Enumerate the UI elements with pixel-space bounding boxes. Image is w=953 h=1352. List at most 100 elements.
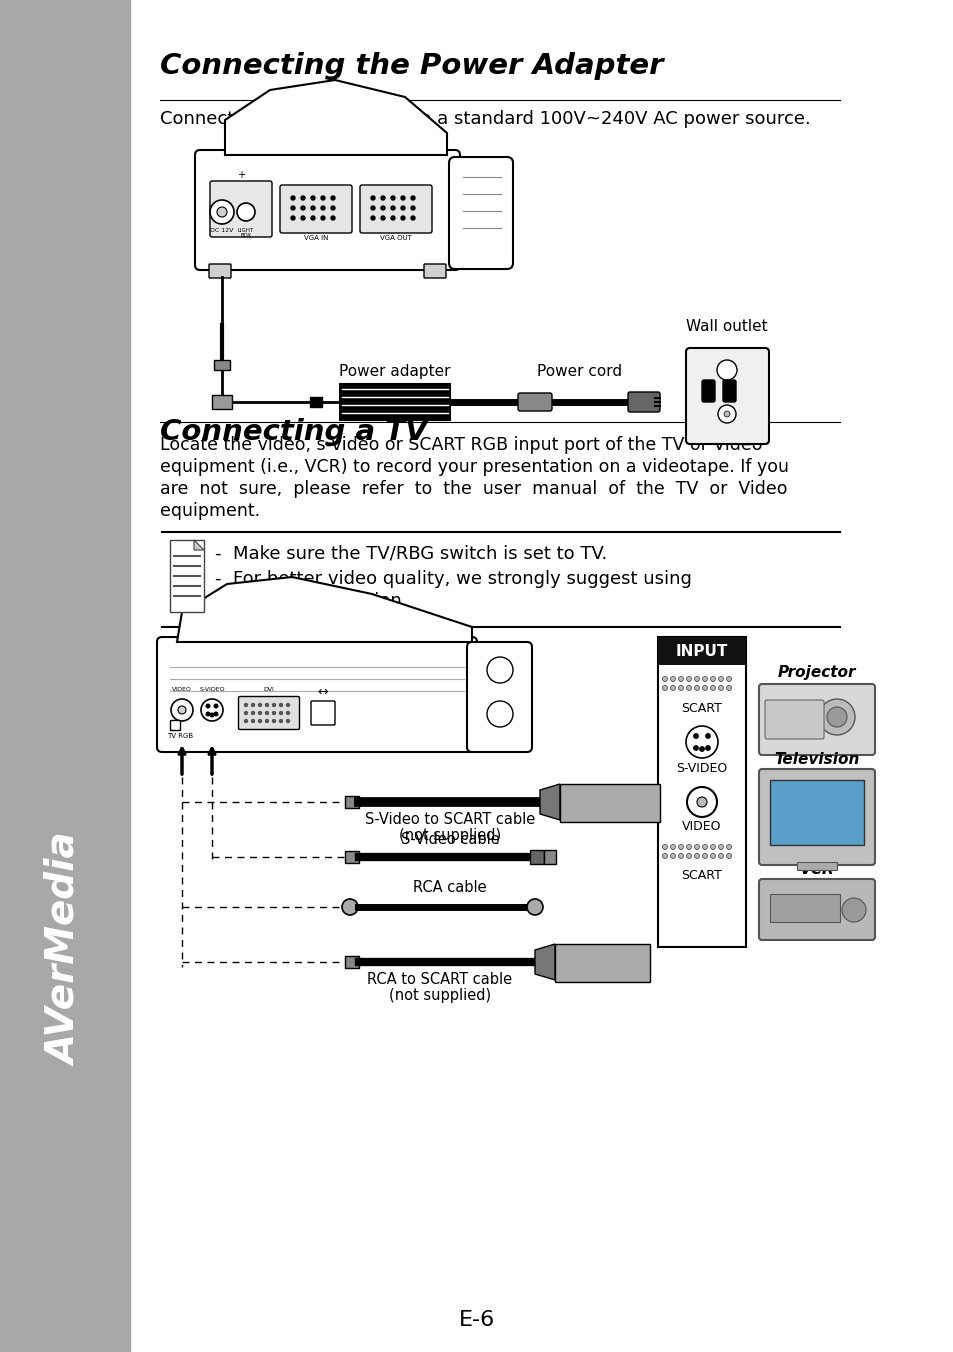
Text: Power cord: Power cord xyxy=(537,364,622,379)
Text: -  Make sure the TV/RBG switch is set to TV.: - Make sure the TV/RBG switch is set to … xyxy=(214,544,607,562)
Circle shape xyxy=(301,216,305,220)
Circle shape xyxy=(701,845,707,849)
Circle shape xyxy=(726,853,731,859)
Circle shape xyxy=(252,703,254,707)
Circle shape xyxy=(371,196,375,200)
Circle shape xyxy=(258,703,261,707)
Text: Wall outlet: Wall outlet xyxy=(685,319,767,334)
Bar xyxy=(543,850,556,864)
FancyBboxPatch shape xyxy=(157,637,476,752)
Circle shape xyxy=(244,719,247,722)
Bar xyxy=(170,539,204,612)
FancyBboxPatch shape xyxy=(194,150,459,270)
Circle shape xyxy=(526,899,542,915)
Circle shape xyxy=(701,685,707,691)
FancyBboxPatch shape xyxy=(423,264,446,279)
Circle shape xyxy=(678,685,682,691)
Circle shape xyxy=(380,196,385,200)
Circle shape xyxy=(717,360,737,380)
Text: equipment.: equipment. xyxy=(160,502,260,521)
FancyBboxPatch shape xyxy=(517,393,552,411)
Circle shape xyxy=(718,406,735,423)
Circle shape xyxy=(291,206,294,210)
Circle shape xyxy=(210,714,213,717)
Circle shape xyxy=(661,853,667,859)
Circle shape xyxy=(286,703,289,707)
Circle shape xyxy=(678,853,682,859)
Circle shape xyxy=(265,711,268,714)
Circle shape xyxy=(258,719,261,722)
Circle shape xyxy=(678,676,682,681)
Circle shape xyxy=(331,196,335,200)
Circle shape xyxy=(661,676,667,681)
Text: are  not  sure,  please  refer  to  the  user  manual  of  the  TV  or  Video: are not sure, please refer to the user m… xyxy=(160,480,786,498)
Text: VGA IN: VGA IN xyxy=(303,235,328,241)
Circle shape xyxy=(380,206,385,210)
Text: equipment (i.e., VCR) to record your presentation on a videotape. If you: equipment (i.e., VCR) to record your pre… xyxy=(160,458,788,476)
Circle shape xyxy=(411,196,415,200)
Text: S-Video to SCART cable: S-Video to SCART cable xyxy=(364,813,535,827)
Text: VCR: VCR xyxy=(799,863,834,877)
Circle shape xyxy=(279,711,282,714)
Circle shape xyxy=(400,216,405,220)
Circle shape xyxy=(320,206,325,210)
Circle shape xyxy=(286,711,289,714)
Bar xyxy=(530,850,543,864)
Text: S-VIDEO: S-VIDEO xyxy=(676,763,727,775)
Bar xyxy=(212,395,232,410)
Circle shape xyxy=(265,703,268,707)
Circle shape xyxy=(726,845,731,849)
Circle shape xyxy=(701,676,707,681)
Circle shape xyxy=(678,845,682,849)
Circle shape xyxy=(693,734,698,738)
Circle shape xyxy=(171,699,193,721)
Circle shape xyxy=(670,685,675,691)
Circle shape xyxy=(726,685,731,691)
Text: VIDEO: VIDEO xyxy=(681,821,721,833)
Circle shape xyxy=(670,845,675,849)
Circle shape xyxy=(311,216,314,220)
Circle shape xyxy=(697,796,706,807)
Circle shape xyxy=(371,216,375,220)
Circle shape xyxy=(710,845,715,849)
Bar xyxy=(345,796,358,808)
Circle shape xyxy=(670,676,675,681)
Circle shape xyxy=(216,207,227,218)
Polygon shape xyxy=(177,577,472,642)
Circle shape xyxy=(391,206,395,210)
Bar xyxy=(555,944,649,982)
Polygon shape xyxy=(193,539,204,550)
Text: (not supplied): (not supplied) xyxy=(398,827,500,844)
Circle shape xyxy=(258,711,261,714)
FancyBboxPatch shape xyxy=(685,347,768,443)
Circle shape xyxy=(279,703,282,707)
Circle shape xyxy=(244,703,247,707)
Bar xyxy=(769,894,840,922)
Text: s-video connection.: s-video connection. xyxy=(214,592,407,610)
Circle shape xyxy=(411,216,415,220)
Circle shape xyxy=(686,787,717,817)
FancyBboxPatch shape xyxy=(764,700,823,740)
Bar xyxy=(0,0,130,1352)
Bar xyxy=(345,956,358,968)
Circle shape xyxy=(661,685,667,691)
Bar xyxy=(769,780,863,845)
Text: SCART: SCART xyxy=(680,702,721,715)
Circle shape xyxy=(686,853,691,859)
Circle shape xyxy=(244,711,247,714)
Circle shape xyxy=(210,200,233,224)
Circle shape xyxy=(252,711,254,714)
Text: (not supplied): (not supplied) xyxy=(389,988,491,1003)
Circle shape xyxy=(701,853,707,859)
Circle shape xyxy=(710,685,715,691)
Circle shape xyxy=(331,206,335,210)
Text: -  For better video quality, we strongly suggest using: - For better video quality, we strongly … xyxy=(214,571,691,588)
Circle shape xyxy=(206,713,210,715)
Circle shape xyxy=(693,746,698,750)
Bar xyxy=(170,721,180,730)
Text: RCA cable: RCA cable xyxy=(413,880,486,895)
Polygon shape xyxy=(535,944,555,980)
Bar xyxy=(213,360,230,370)
Circle shape xyxy=(694,853,699,859)
Circle shape xyxy=(291,196,294,200)
